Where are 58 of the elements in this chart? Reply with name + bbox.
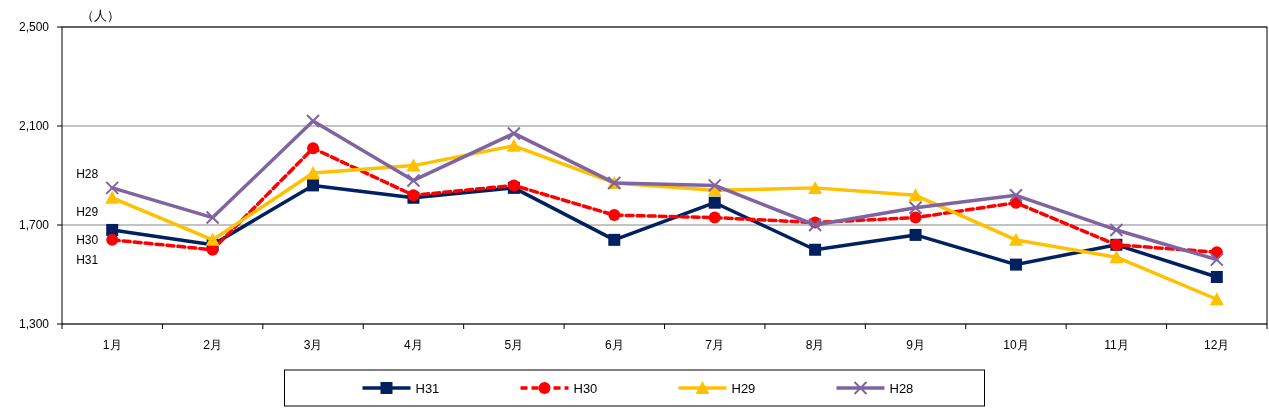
point	[1008, 188, 1023, 203]
x-tick-label: 7月	[705, 338, 725, 352]
point	[1210, 270, 1223, 283]
point	[708, 211, 721, 224]
y-tick-label: 1,300	[18, 317, 50, 331]
point	[406, 158, 421, 172]
annotation: H28	[76, 166, 99, 181]
point	[707, 178, 722, 193]
point	[1008, 232, 1023, 246]
point	[908, 188, 923, 202]
legend-label: H28	[889, 381, 914, 396]
point	[1209, 252, 1224, 267]
point	[1209, 292, 1224, 306]
point	[307, 142, 320, 155]
x-tick-label: 9月	[906, 338, 925, 352]
point	[608, 209, 621, 222]
point	[106, 233, 119, 246]
point	[808, 180, 823, 194]
x-tick-label: 1月	[102, 338, 122, 352]
x-tick-label: 2月	[203, 338, 222, 352]
point	[809, 243, 822, 256]
point	[506, 138, 521, 152]
y-tick-label: 1,700	[18, 218, 50, 232]
legend-label: H31	[415, 381, 440, 396]
point	[307, 179, 320, 192]
annotation: H29	[76, 204, 99, 219]
x-tick-label: 10月	[1003, 338, 1029, 352]
point	[105, 180, 120, 195]
point	[608, 233, 621, 246]
y-axis-title: （人）	[80, 8, 120, 23]
x-tick-label: 4月	[404, 338, 423, 352]
x-tick-label: 6月	[604, 338, 624, 352]
point	[205, 210, 220, 225]
point	[708, 196, 721, 209]
point	[205, 232, 220, 246]
point	[1109, 250, 1124, 264]
annotation: H31	[76, 252, 99, 267]
point	[1009, 258, 1022, 271]
x-tick-label: 3月	[303, 338, 323, 352]
y-tick-label: 2,100	[18, 119, 50, 133]
x-tick-label: 11月	[1104, 338, 1129, 352]
point	[909, 228, 922, 241]
legend-label: H30	[573, 381, 598, 396]
point	[306, 166, 321, 180]
point	[908, 200, 923, 215]
x-tick-label: 12月	[1204, 338, 1230, 352]
annotation: H30	[76, 232, 99, 247]
point	[1109, 222, 1124, 237]
point	[105, 190, 120, 204]
legend-label: H29	[731, 381, 756, 396]
point	[406, 173, 421, 188]
x-tick-label: 5月	[504, 338, 524, 352]
point	[909, 211, 922, 224]
point	[506, 126, 521, 141]
point	[306, 114, 321, 129]
point	[106, 223, 119, 236]
x-tick-label: 8月	[805, 338, 825, 352]
y-tick-label: 2,500	[18, 20, 50, 34]
